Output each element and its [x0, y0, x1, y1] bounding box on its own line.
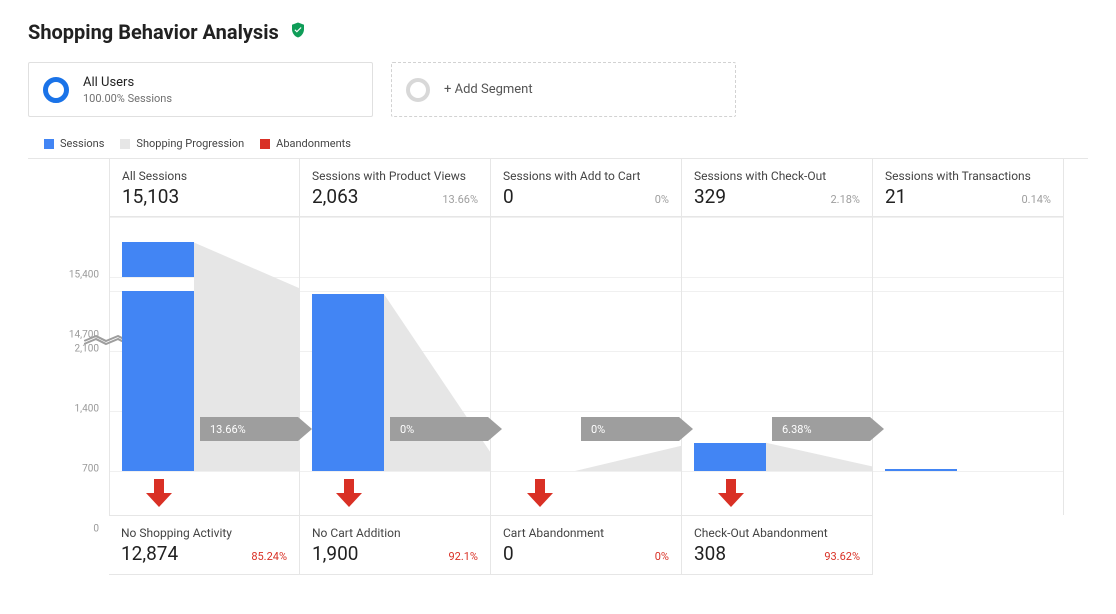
abandonment-cell[interactable]: No Shopping Activity 12,874 85.24% — [109, 515, 300, 575]
progression-badge: 6.38% — [772, 417, 870, 441]
funnel-stage[interactable]: All Sessions 15,103 07001,4002,10014,700… — [109, 159, 300, 515]
segment-row: All Users 100.00% Sessions + Add Segment — [0, 62, 1116, 131]
legend-swatch-abandonments — [260, 139, 270, 149]
legend-label: Shopping Progression — [136, 137, 244, 150]
stage-label: All Sessions — [122, 169, 287, 183]
legend-label: Sessions — [60, 137, 104, 150]
stage-arrow-area — [873, 471, 1063, 515]
legend-label: Abandonments — [276, 137, 351, 150]
verified-shield-icon — [289, 21, 307, 43]
stage-bar-upper — [122, 242, 194, 277]
legend-item-abandonments: Abandonments — [260, 137, 351, 150]
segment-label: All Users — [83, 75, 172, 90]
stage-arrow-area — [110, 471, 299, 515]
progression-badge: 13.66% — [200, 417, 298, 441]
progression-badge: 0% — [581, 417, 679, 441]
abandon-arrow-icon — [527, 479, 553, 509]
stage-percent: 2.18% — [830, 193, 860, 206]
stage-plot: 6.38% — [682, 217, 872, 471]
page-header: Shopping Behavior Analysis — [0, 0, 1116, 62]
abandonment-label: No Cart Addition — [312, 526, 478, 540]
stage-arrow-area — [682, 471, 872, 515]
abandonment-value: 0 — [503, 542, 514, 565]
stage-label: Sessions with Add to Cart — [503, 169, 669, 183]
stage-value: 21 — [885, 185, 906, 208]
abandon-arrow-icon — [336, 479, 362, 509]
segment-all-users[interactable]: All Users 100.00% Sessions — [28, 62, 373, 117]
segment-sublabel: 100.00% Sessions — [83, 92, 172, 105]
stage-value: 329 — [694, 185, 726, 208]
segment-ring-empty-icon — [406, 78, 430, 102]
stage-header: Sessions with Add to Cart 0 0% — [491, 159, 681, 217]
page-title: Shopping Behavior Analysis — [28, 20, 279, 44]
chart-legend: Sessions Shopping Progression Abandonmen… — [0, 131, 1116, 158]
stage-label: Sessions with Check-Out — [694, 169, 860, 183]
stage-bar — [694, 443, 766, 471]
abandonment-percent: 92.1% — [448, 550, 478, 563]
abandonment-value: 308 — [694, 542, 726, 565]
abandon-arrow-icon — [718, 479, 744, 509]
stage-arrow-area — [491, 471, 681, 515]
abandonment-label: Check-Out Abandonment — [694, 526, 860, 540]
stage-percent: 0% — [655, 193, 669, 206]
stage-value: 15,103 — [122, 185, 179, 208]
stage-header: All Sessions 15,103 — [110, 159, 299, 217]
stage-label: Sessions with Product Views — [312, 169, 478, 183]
stage-plot — [873, 217, 1063, 471]
y-axis-labels: 07001,4002,10014,70015,400 — [29, 275, 105, 529]
add-segment-button[interactable]: + Add Segment — [391, 62, 736, 117]
funnel-stage[interactable]: Sessions with Transactions 21 0.14% — [873, 159, 1064, 515]
abandon-arrow-icon — [146, 479, 172, 509]
legend-swatch-sessions — [44, 139, 54, 149]
stage-bar — [312, 294, 384, 471]
stage-label: Sessions with Transactions — [885, 169, 1051, 183]
legend-item-progression: Shopping Progression — [120, 137, 244, 150]
y-axis-tick-label: 15,400 — [69, 270, 99, 281]
abandonment-cell[interactable]: Check-Out Abandonment 308 93.62% — [682, 515, 873, 575]
abandonment-value: 12,874 — [121, 542, 178, 565]
abandonment-cell[interactable]: Cart Abandonment 0 0% — [491, 515, 682, 575]
stage-header: Sessions with Check-Out 329 2.18% — [682, 159, 872, 217]
stage-percent: 13.66% — [442, 193, 478, 206]
stage-header: Sessions with Product Views 2,063 13.66% — [300, 159, 490, 217]
progression-badge: 0% — [390, 417, 488, 441]
stage-plot: 0% — [491, 217, 681, 471]
stage-header: Sessions with Transactions 21 0.14% — [873, 159, 1063, 217]
stage-plot: 0% — [300, 217, 490, 471]
stage-arrow-area — [300, 471, 490, 515]
y-axis-tick-label: 700 — [82, 464, 99, 475]
y-axis-tick-label: 1,400 — [75, 404, 99, 415]
stage-value: 2,063 — [312, 185, 358, 208]
abandonment-cell-empty — [873, 515, 1064, 575]
segment-ring-icon — [43, 77, 69, 103]
funnel-stage[interactable]: Sessions with Product Views 2,063 13.66%… — [300, 159, 491, 515]
funnel-stage[interactable]: Sessions with Add to Cart 0 0% 0% — [491, 159, 682, 515]
abandonment-percent: 0% — [655, 550, 669, 563]
legend-swatch-progression — [120, 139, 130, 149]
abandonment-value: 1,900 — [312, 542, 358, 565]
stage-plot: 07001,4002,10014,70015,40013.66% — [110, 217, 299, 471]
abandonment-percent: 85.24% — [251, 550, 287, 563]
stage-bar — [122, 291, 194, 471]
abandonment-percent: 93.62% — [824, 550, 860, 563]
funnel-chart: All Sessions 15,103 07001,4002,10014,700… — [28, 158, 1088, 575]
stage-bar — [885, 469, 957, 471]
stage-percent: 0.14% — [1021, 193, 1051, 206]
stage-value: 0 — [503, 185, 514, 208]
legend-item-sessions: Sessions — [44, 137, 104, 150]
add-segment-label: + Add Segment — [444, 82, 533, 97]
y-axis-tick-label: 0 — [93, 524, 99, 535]
funnel-stage[interactable]: Sessions with Check-Out 329 2.18% 6.38% — [682, 159, 873, 515]
shopping-behavior-panel: Shopping Behavior Analysis All Users 100… — [0, 0, 1116, 614]
abandonment-label: Cart Abandonment — [503, 526, 669, 540]
abandonment-label: No Shopping Activity — [121, 526, 287, 540]
abandonment-cell[interactable]: No Cart Addition 1,900 92.1% — [300, 515, 491, 575]
